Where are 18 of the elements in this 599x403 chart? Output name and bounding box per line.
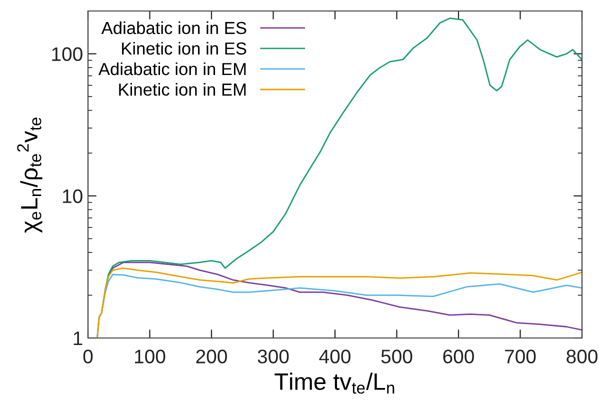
x-axis-title: Time tv$_{te}$/L$_{n}$: [274, 372, 394, 394]
x-tick-label: 800: [566, 350, 598, 364]
x-tick-label: 600: [443, 350, 474, 364]
text: χ$_{e}$L$_{n}$/ρ$_{te}$$^{2}$v$_{te}$: [17, 118, 42, 233]
legend-label: Adiabatic ion in ES: [101, 21, 246, 34]
y-tick-label: 10: [62, 189, 82, 204]
legend-label: Kinetic ion in EM: [119, 82, 246, 96]
x-tick-label: 700: [505, 350, 536, 364]
legend-label: Kinetic ion in ES: [122, 42, 246, 55]
x-tick-label: 100: [135, 350, 166, 364]
x-tick-label: 500: [381, 350, 412, 364]
x-tick-label: 0: [83, 350, 93, 364]
x-tick-label: 300: [258, 350, 289, 364]
legend-label: Adiabatic ion in EM: [98, 62, 246, 76]
y-tick-label: 1: [74, 332, 82, 346]
x-tick-label: 200: [196, 350, 227, 364]
x-tick-label: 400: [319, 350, 350, 364]
y-tick-label: 100: [52, 47, 82, 62]
